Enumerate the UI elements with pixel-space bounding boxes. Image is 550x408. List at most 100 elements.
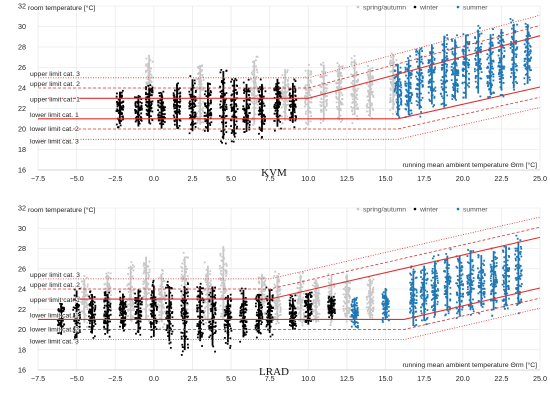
data-point [163, 291, 166, 294]
data-point [277, 119, 280, 122]
data-point [220, 269, 222, 272]
data-point [333, 298, 336, 301]
data-point [302, 305, 305, 308]
data-point [273, 120, 276, 122]
data-point [525, 68, 528, 71]
data-point [130, 303, 133, 306]
data-point [181, 350, 184, 353]
data-point [502, 40, 505, 43]
data-point [185, 256, 188, 259]
data-point [85, 302, 88, 305]
data-point [331, 313, 334, 316]
data-point [214, 325, 216, 328]
data-point [491, 84, 493, 87]
data-point [306, 123, 309, 126]
data-point [139, 107, 142, 109]
data-point [474, 68, 476, 70]
data-point [103, 283, 106, 286]
data-point [524, 73, 527, 76]
data-point [304, 305, 306, 307]
data-point [173, 94, 176, 96]
data-point [282, 110, 285, 113]
data-point [289, 88, 292, 91]
data-point [132, 316, 135, 319]
data-point [329, 313, 331, 316]
data-point [371, 77, 374, 80]
data-point [405, 94, 408, 97]
data-point [144, 104, 147, 106]
data-point [167, 335, 169, 337]
data-point [274, 313, 277, 316]
data-point [59, 322, 62, 325]
data-point [254, 78, 257, 80]
data-point [143, 295, 146, 298]
data-point [78, 326, 81, 329]
data-point [293, 104, 296, 107]
data-point [370, 117, 373, 120]
data-point [334, 312, 336, 314]
data-point [351, 74, 354, 77]
data-point [181, 343, 184, 346]
data-point [445, 45, 447, 48]
data-point [196, 310, 198, 313]
data-point [440, 103, 443, 106]
data-point [145, 256, 148, 320]
data-point [275, 93, 277, 95]
data-point [289, 324, 291, 326]
data-point [142, 295, 145, 298]
data-point [455, 62, 458, 65]
data-point [143, 287, 146, 290]
data-point [394, 76, 397, 78]
data-point [266, 321, 269, 323]
data-point [73, 331, 76, 333]
data-point [322, 61, 325, 64]
data-point [396, 63, 399, 116]
data-point [208, 82, 211, 85]
data-point [203, 93, 206, 96]
data-point [415, 71, 418, 74]
data-point [86, 285, 89, 288]
data-point [146, 107, 149, 110]
data-point [179, 105, 182, 108]
data-point [270, 298, 272, 301]
data-point [428, 59, 431, 62]
data-point [499, 44, 502, 47]
data-point [281, 127, 284, 130]
data-point [352, 73, 355, 76]
data-point [134, 101, 137, 104]
data-point [429, 78, 432, 81]
data-point [255, 324, 258, 327]
data-point [200, 335, 203, 338]
data-point [441, 43, 444, 46]
data-point [255, 299, 258, 301]
data-point [356, 103, 359, 106]
data-point [265, 286, 268, 289]
data-point [166, 325, 169, 328]
data-point [219, 71, 222, 74]
data-point [231, 130, 234, 133]
data-point [285, 98, 288, 101]
x-tick-label: 15.0 [379, 174, 393, 183]
data-point [166, 280, 169, 283]
data-point [109, 320, 112, 323]
data-cluster [134, 95, 143, 127]
data-point [461, 48, 464, 51]
data-point [479, 95, 482, 98]
data-point [219, 103, 222, 106]
data-point [200, 108, 203, 111]
data-point [240, 312, 243, 315]
data-point [208, 112, 211, 115]
data-point [124, 317, 127, 320]
data-point [419, 48, 422, 51]
data-point [417, 65, 419, 68]
data-point [287, 103, 289, 106]
data-point [235, 103, 237, 105]
data-point [221, 315, 223, 318]
data-point [147, 105, 149, 108]
data-point [105, 275, 108, 278]
data-point [305, 321, 308, 323]
data-point [462, 52, 465, 54]
data-point [416, 50, 419, 53]
data-point [177, 104, 180, 107]
data-point [120, 307, 123, 310]
